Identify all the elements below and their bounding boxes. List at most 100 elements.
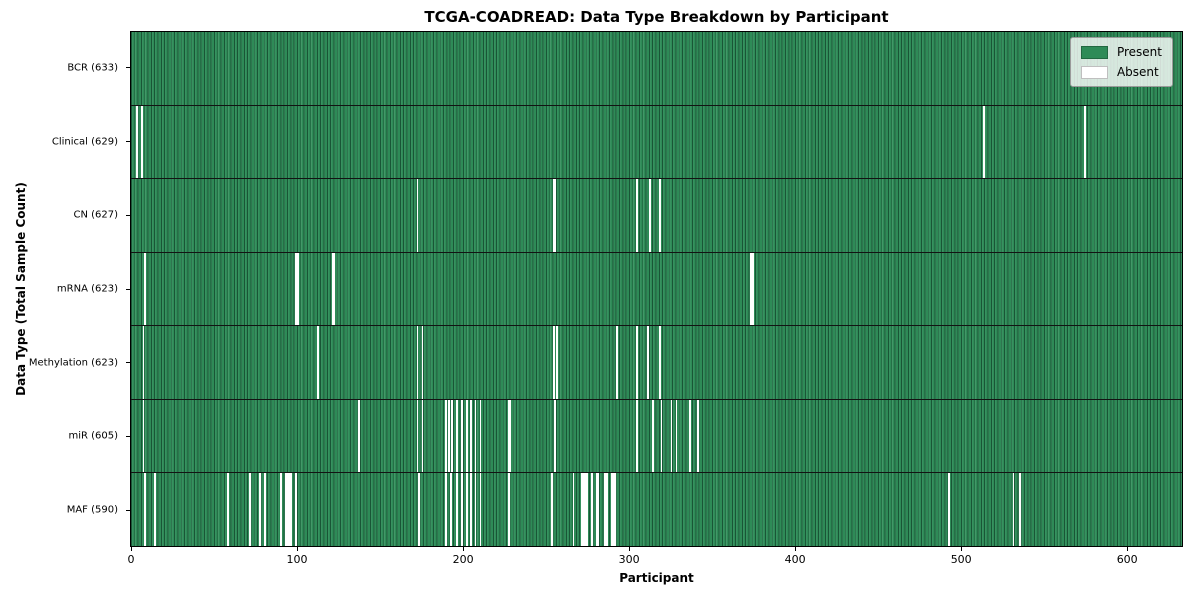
absent-stripe [635, 399, 638, 473]
absent-stripe [144, 252, 147, 326]
absent-stripe [750, 252, 753, 326]
absent-stripe [551, 473, 553, 547]
y-tick-label: mRNA (623) [56, 283, 118, 295]
absent-stripe [358, 399, 361, 473]
absent-stripe [614, 473, 616, 547]
absent-stripe [142, 326, 145, 399]
absent-stripe [466, 399, 469, 473]
absent-stripe [552, 326, 555, 399]
absent-stripe [469, 473, 472, 547]
absent-stripe [451, 399, 454, 473]
y-tick-mark [126, 141, 130, 143]
absent-stripe [144, 473, 147, 547]
absent-stripe [142, 399, 145, 473]
absent-stripe [751, 252, 754, 326]
absent-stripe [295, 252, 298, 326]
absent-stripe [660, 399, 663, 473]
row-BCR [131, 32, 1182, 106]
absent-stripe [474, 399, 477, 473]
absent-stripe [697, 399, 699, 473]
absent-stripe [605, 473, 608, 547]
absent-stripe [466, 473, 469, 547]
absent-stripe [297, 252, 299, 326]
absent-stripe [658, 326, 661, 399]
absent-stripe [448, 399, 450, 473]
absent-stripe [585, 473, 588, 547]
x-tick-mark [795, 547, 797, 551]
row-Methylation [131, 326, 1182, 400]
absent-stripe [947, 473, 950, 547]
absent-stripe [461, 399, 464, 473]
y-tick-label: miR (605) [68, 430, 118, 442]
absent-stripe [1012, 473, 1015, 547]
absent-stripe [652, 399, 655, 473]
absent-stripe [554, 179, 557, 252]
absent-stripe [135, 105, 138, 179]
absent-stripe [288, 473, 291, 547]
absent-stripe [612, 473, 615, 547]
y-tick-mark [126, 67, 130, 69]
absent-stripe [421, 399, 424, 473]
absent-stripe [1084, 105, 1086, 179]
absent-stripe [456, 473, 459, 547]
absent-stripe [290, 473, 293, 547]
legend-label-absent: Absent [1116, 65, 1159, 79]
y-tick-mark [126, 362, 130, 364]
absent-stripe [584, 473, 587, 547]
absent-stripe [280, 473, 283, 547]
y-tick-label: MAF (590) [66, 504, 118, 516]
absent-stripe [258, 473, 261, 547]
x-tick-label: 600 [1116, 553, 1138, 566]
absent-stripe [580, 473, 583, 547]
absent-stripe [675, 399, 678, 473]
x-tick-label: 200 [452, 553, 474, 566]
absent-stripe [658, 179, 661, 252]
x-tick-label: 300 [618, 553, 640, 566]
y-axis-ticks: BCR (633) Clinical (629) CN (627) mRNA (623… [0, 31, 130, 547]
x-axis-ticks: 0 100 200 300 400 500 600 [128, 547, 1183, 571]
absent-stripe [554, 399, 557, 473]
y-tick-mark [126, 214, 130, 216]
x-tick-label: 400 [784, 553, 806, 566]
y-tick-label: CN (627) [73, 209, 118, 221]
x-tick-mark [463, 547, 465, 551]
absent-stripe [416, 326, 419, 399]
row-CN [131, 179, 1182, 253]
legend-item-absent: Absent [1080, 65, 1162, 79]
absent-stripe [649, 179, 651, 252]
absent-stripe [295, 473, 298, 547]
x-axis-label: Participant [619, 571, 694, 585]
absent-stripe [421, 326, 424, 399]
legend-label-present: Present [1116, 45, 1162, 59]
absent-stripe [316, 326, 319, 399]
absent-stripe [449, 473, 452, 547]
y-tick-label: Clinical (629) [51, 136, 118, 148]
absent-stripe [456, 399, 459, 473]
absent-stripe [285, 473, 288, 547]
absent-stripe [507, 473, 510, 547]
absent-stripe [604, 473, 606, 547]
absent-stripe [590, 473, 593, 547]
x-tick-mark [297, 547, 298, 551]
absent-stripe [474, 473, 477, 547]
absent-stripe [582, 473, 585, 547]
absent-stripe [469, 399, 472, 473]
absent-stripe [479, 399, 482, 473]
absent-stripe [140, 105, 143, 179]
absent-stripe [331, 252, 334, 326]
absent-stripe [647, 326, 650, 399]
plot-area [130, 31, 1183, 547]
x-tick-mark [961, 547, 963, 551]
absent-stripe [461, 473, 464, 547]
absent-stripe [227, 473, 230, 547]
chart-title: TCGA-COADREAD: Data Type Breakdown by Pa… [424, 8, 889, 26]
y-tick-label: BCR (633) [67, 62, 118, 74]
legend-item-present: Present [1080, 45, 1162, 59]
absent-stripe [635, 326, 638, 399]
absent-stripe [333, 252, 336, 326]
absent-stripe [635, 179, 638, 252]
row-mRNA [131, 252, 1182, 327]
absent-stripe [572, 473, 575, 547]
x-tick-mark [131, 547, 132, 551]
